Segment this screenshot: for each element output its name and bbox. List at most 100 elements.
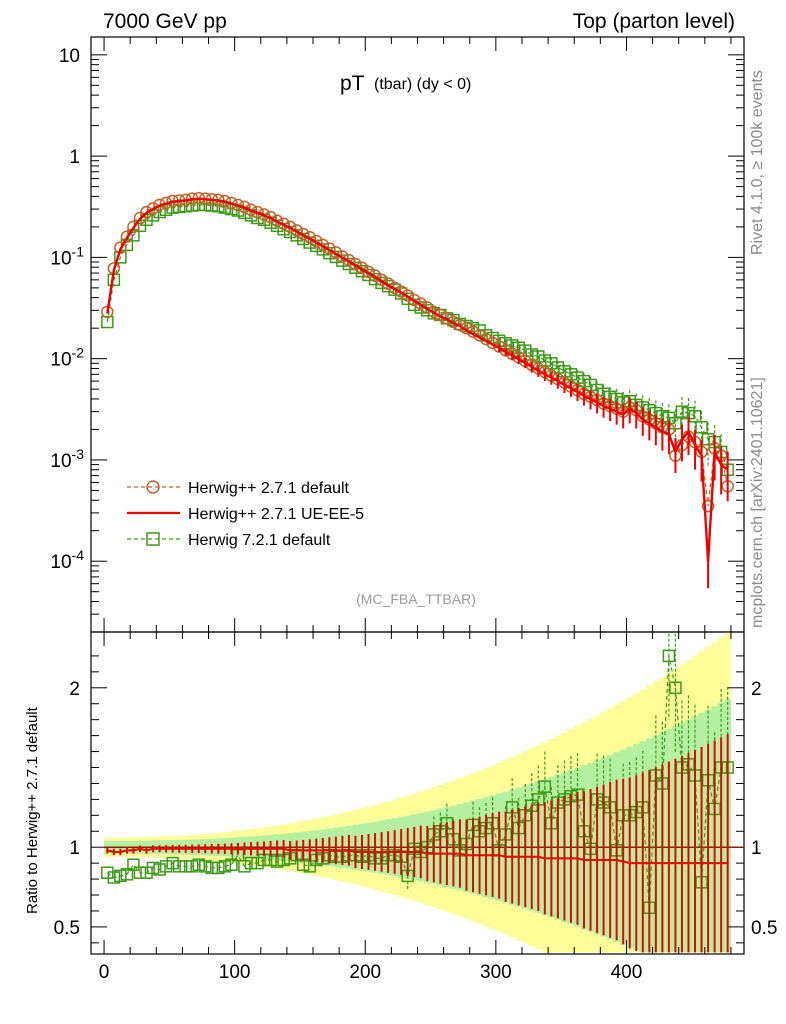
ratio-point-herwig7-default — [107, 871, 121, 884]
mcplots-label: mcplots.cern.ch [arXiv:2401.10621] — [749, 377, 766, 628]
point-herwigpp-default — [283, 220, 297, 234]
ratio-point-herwig7-default — [185, 860, 199, 873]
y-tick-label: 1 — [69, 147, 80, 168]
x-tick-label: 100 — [219, 962, 251, 983]
x-axis: 0 100 200 300 400 — [99, 37, 732, 983]
point-herwigpp-default — [427, 305, 441, 319]
point-herwigpp-default — [394, 285, 408, 298]
ratio-point-herwig7-default — [212, 861, 225, 875]
point-herwigpp-default — [290, 224, 303, 237]
ratio-line-herwigpp-ueee5 — [107, 847, 728, 865]
point-herwig7-default — [701, 433, 715, 446]
point-herwigpp-default — [486, 336, 499, 350]
point-herwigpp-default — [440, 312, 454, 325]
ratio-point-herwig7-default — [114, 869, 127, 883]
ratio-point-herwig7-default — [662, 649, 676, 663]
point-herwigpp-default — [296, 227, 310, 241]
point-herwigpp-default — [342, 253, 356, 267]
x-tick-label: 400 — [611, 962, 643, 983]
ratio-point-herwig7-default — [218, 860, 232, 873]
legend-label-herwig7-default: Herwig 7.2.1 default — [188, 532, 331, 549]
rivet-label: Rivet 4.1.0, ≥ 100k events — [749, 70, 766, 255]
ratio-point-herwig7-default — [146, 861, 160, 875]
point-herwigpp-default — [362, 265, 375, 279]
point-herwigpp-default — [401, 289, 414, 302]
point-herwig7-default — [675, 405, 689, 418]
y-tick-label: 10-3 — [50, 446, 84, 472]
y-tick-label: 10-4 — [50, 547, 84, 573]
ratio-tick-label-right: 0.5 — [751, 918, 777, 939]
point-herwigpp-default — [244, 203, 258, 217]
point-herwigpp-default — [368, 269, 382, 282]
legend-marker-square — [146, 532, 160, 546]
legend-label-herwigpp-default: Herwig++ 2.7.1 default — [188, 480, 350, 497]
ratio-point-herwig7-default — [133, 866, 147, 879]
plot-title-main: pT — [340, 72, 365, 95]
point-herwigpp-default — [310, 234, 323, 248]
series-line-herwigpp-default — [106, 197, 729, 507]
point-herwig7-default — [571, 371, 584, 384]
legend-entry-herwig7-default: Herwig 7.2.1 default — [127, 532, 331, 549]
y-tick-label: 10-1 — [50, 243, 84, 269]
point-herwig7-default — [532, 350, 545, 363]
point-herwigpp-default — [447, 315, 460, 329]
ratio-point-herwig7-default — [166, 856, 179, 870]
legend: Herwig++ 2.7.1 default Herwig++ 2.7.1 UE… — [127, 480, 364, 549]
ratio-point-herwig7-default — [205, 861, 219, 875]
x-tick-label: 300 — [480, 962, 512, 983]
ratio-tick-label-right: 2 — [751, 679, 762, 700]
plot-title-sub: (tbar) (dy < 0) — [374, 76, 471, 93]
ratio-point-herwig7-default — [153, 863, 166, 876]
ratio-tick-label: 2 — [69, 679, 80, 700]
point-herwigpp-default — [407, 293, 421, 307]
ratio-point-herwig7-default — [538, 780, 552, 793]
ratio-plot: 0.5 0.5 1 1 2 2 — [54, 631, 777, 955]
ratio-point-herwig7-default — [120, 868, 134, 881]
header-left: 7000 GeV pp — [103, 10, 227, 33]
ratio-point-herwig7-default — [199, 860, 212, 873]
ratio-tick-label: 0.5 — [54, 918, 80, 939]
point-herwig7-default — [688, 409, 702, 423]
point-herwigpp-default — [375, 273, 388, 287]
point-herwigpp-default — [355, 261, 369, 275]
main-y-axis: 10 1 10-1 10-2 10-3 10-4 — [50, 46, 744, 633]
point-herwigpp-default — [146, 202, 160, 215]
point-herwigpp-default — [140, 205, 153, 219]
point-herwigpp-default — [460, 321, 473, 335]
ratio-ylabel: Ratio to Herwig++ 2.7.1 default — [24, 706, 41, 914]
ratio-tick-label: 1 — [69, 838, 80, 859]
point-herwig7-default — [101, 315, 114, 329]
point-herwigpp-default — [120, 230, 134, 243]
point-herwigpp-default — [323, 242, 336, 255]
point-herwig7-default — [545, 357, 558, 370]
ratio-band-green — [104, 699, 731, 953]
ratio-point-herwig7-default — [244, 856, 258, 870]
series-line-herwigpp-ueee5 — [106, 197, 729, 562]
point-herwigpp-default — [316, 238, 330, 252]
point-herwigpp-default — [127, 220, 140, 234]
ratio-point-herwig7-default — [238, 860, 251, 873]
point-herwigpp-default — [329, 246, 343, 259]
legend-label-herwigpp-ueee5: Herwig++ 2.7.1 UE-EE-5 — [188, 506, 364, 523]
point-herwigpp-default — [381, 277, 395, 290]
ratio-uncertainty-band — [104, 632, 731, 953]
main-plot: 10 1 10-1 10-2 10-3 10-4 — [50, 36, 745, 633]
y-tick-label: 10-2 — [50, 345, 84, 371]
legend-entry-herwigpp-ueee5: Herwig++ 2.7.1 UE-EE-5 — [127, 506, 364, 523]
ratio-point-herwig7-default — [669, 681, 682, 695]
point-herwigpp-default — [421, 301, 434, 314]
point-herwigpp-default — [434, 308, 447, 322]
point-herwigpp-default — [270, 214, 284, 228]
ratio-point-herwig7-default — [127, 858, 140, 871]
ratio-point-herwig7-default — [159, 860, 173, 873]
point-herwigpp-default — [414, 297, 428, 310]
point-herwigpp-default — [277, 217, 290, 230]
x-tick-label: 0 — [99, 962, 110, 983]
ratio-series-layer — [101, 633, 744, 953]
point-herwig7-default — [564, 368, 578, 381]
ratio-point-herwig7-default — [251, 856, 264, 870]
ratio-point-herwig7-default — [225, 858, 238, 871]
point-herwig7-default — [695, 421, 708, 434]
legend-marker-circle — [146, 480, 160, 494]
y-tick-label: 10 — [59, 46, 80, 67]
